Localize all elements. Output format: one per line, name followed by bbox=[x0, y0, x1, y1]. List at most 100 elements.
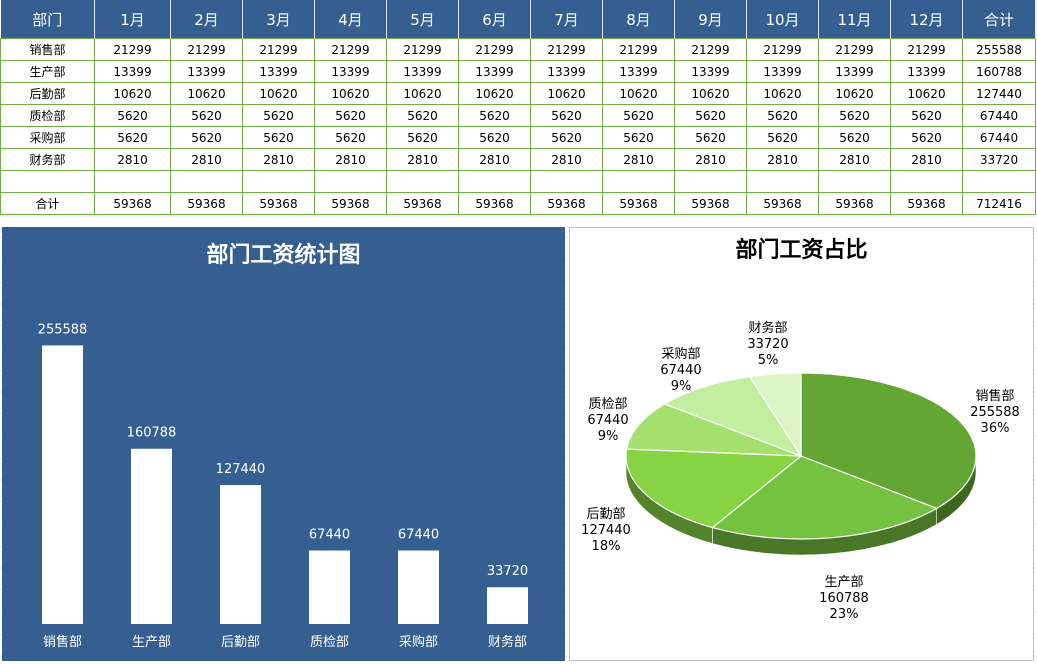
table-cell[interactable]: 13399 bbox=[242, 60, 315, 83]
table-cell[interactable]: 2810 bbox=[314, 148, 387, 171]
table-cell[interactable]: 2810 bbox=[530, 148, 603, 171]
table-cell[interactable]: 10620 bbox=[458, 82, 531, 105]
table-cell[interactable]: 10620 bbox=[94, 82, 171, 105]
table-cell[interactable]: 10620 bbox=[674, 82, 747, 105]
table-cell[interactable]: 13399 bbox=[458, 60, 531, 83]
table-cell[interactable]: 255588 bbox=[962, 38, 1036, 61]
bar[interactable] bbox=[398, 550, 439, 624]
table-cell[interactable]: 5620 bbox=[602, 104, 675, 127]
bar[interactable] bbox=[42, 345, 83, 624]
table-cell[interactable]: 13399 bbox=[314, 60, 387, 83]
table-cell[interactable]: 59368 bbox=[890, 192, 963, 215]
column-header[interactable]: 6月 bbox=[458, 0, 531, 39]
table-cell[interactable]: 10620 bbox=[386, 82, 459, 105]
bar[interactable] bbox=[309, 550, 350, 624]
table-cell[interactable]: 13399 bbox=[818, 60, 891, 83]
table-cell[interactable]: 67440 bbox=[962, 104, 1036, 127]
table-cell[interactable]: 10620 bbox=[746, 82, 819, 105]
table-cell[interactable]: 2810 bbox=[602, 148, 675, 171]
table-cell[interactable]: 21299 bbox=[458, 38, 531, 61]
pie-slice[interactable] bbox=[663, 375, 803, 458]
table-cell[interactable]: 2810 bbox=[818, 148, 891, 171]
table-cell[interactable]: 67440 bbox=[962, 126, 1036, 149]
table-cell[interactable] bbox=[890, 170, 963, 193]
pie-slice[interactable] bbox=[625, 448, 803, 529]
table-cell[interactable]: 5620 bbox=[890, 104, 963, 127]
table-cell[interactable]: 5620 bbox=[242, 126, 315, 149]
table-cell[interactable]: 5620 bbox=[746, 104, 819, 127]
table-cell[interactable]: 13399 bbox=[602, 60, 675, 83]
table-cell[interactable] bbox=[170, 170, 243, 193]
table-cell[interactable]: 21299 bbox=[818, 38, 891, 61]
row-dept-cell[interactable]: 后勤部 bbox=[0, 82, 95, 105]
table-cell[interactable]: 13399 bbox=[386, 60, 459, 83]
row-dept-cell[interactable]: 财务部 bbox=[0, 148, 95, 171]
table-cell[interactable]: 10620 bbox=[242, 82, 315, 105]
table-cell[interactable]: 59368 bbox=[94, 192, 171, 215]
bar[interactable] bbox=[220, 485, 261, 624]
pie-slice[interactable] bbox=[625, 403, 802, 457]
column-header[interactable]: 部门 bbox=[0, 0, 95, 39]
table-cell[interactable]: 5620 bbox=[94, 104, 171, 127]
table-cell[interactable]: 59368 bbox=[170, 192, 243, 215]
table-cell[interactable]: 21299 bbox=[386, 38, 459, 61]
bar[interactable] bbox=[131, 448, 172, 624]
column-header[interactable]: 1月 bbox=[94, 0, 171, 39]
row-dept-cell[interactable]: 采购部 bbox=[0, 126, 95, 149]
table-cell[interactable]: 5620 bbox=[314, 126, 387, 149]
table-cell[interactable] bbox=[242, 170, 315, 193]
table-cell[interactable]: 33720 bbox=[962, 148, 1036, 171]
table-cell[interactable]: 5620 bbox=[94, 126, 171, 149]
table-cell[interactable]: 5620 bbox=[170, 104, 243, 127]
table-cell[interactable]: 21299 bbox=[602, 38, 675, 61]
column-header[interactable]: 8月 bbox=[602, 0, 675, 39]
table-cell[interactable]: 5620 bbox=[458, 104, 531, 127]
table-cell[interactable]: 2810 bbox=[674, 148, 747, 171]
table-cell[interactable]: 59368 bbox=[818, 192, 891, 215]
column-header[interactable]: 5月 bbox=[386, 0, 459, 39]
table-cell[interactable]: 5620 bbox=[242, 104, 315, 127]
table-cell[interactable]: 59368 bbox=[530, 192, 603, 215]
table-cell[interactable]: 21299 bbox=[94, 38, 171, 61]
table-cell[interactable]: 21299 bbox=[242, 38, 315, 61]
table-cell[interactable]: 13399 bbox=[890, 60, 963, 83]
pie-slice[interactable] bbox=[711, 455, 939, 540]
table-cell[interactable]: 21299 bbox=[890, 38, 963, 61]
table-cell[interactable]: 10620 bbox=[890, 82, 963, 105]
table-cell[interactable] bbox=[94, 170, 171, 193]
row-dept-cell[interactable] bbox=[0, 170, 95, 193]
column-header[interactable]: 3月 bbox=[242, 0, 315, 39]
column-header[interactable]: 9月 bbox=[674, 0, 747, 39]
pie-slice[interactable] bbox=[748, 372, 802, 459]
table-cell[interactable]: 5620 bbox=[530, 126, 603, 149]
table-cell[interactable]: 21299 bbox=[674, 38, 747, 61]
table-cell[interactable]: 160788 bbox=[962, 60, 1036, 83]
table-cell[interactable]: 2810 bbox=[746, 148, 819, 171]
table-cell[interactable]: 13399 bbox=[746, 60, 819, 83]
table-cell[interactable]: 2810 bbox=[458, 148, 531, 171]
table-cell[interactable]: 59368 bbox=[746, 192, 819, 215]
table-cell[interactable]: 5620 bbox=[890, 126, 963, 149]
table-cell[interactable]: 127440 bbox=[962, 82, 1036, 105]
table-cell[interactable]: 712416 bbox=[962, 192, 1036, 215]
table-cell[interactable]: 5620 bbox=[674, 126, 747, 149]
table-cell[interactable] bbox=[602, 170, 675, 193]
table-cell[interactable]: 59368 bbox=[314, 192, 387, 215]
row-dept-cell[interactable]: 生产部 bbox=[0, 60, 95, 83]
bar[interactable] bbox=[487, 587, 528, 624]
table-cell[interactable]: 2810 bbox=[242, 148, 315, 171]
table-cell[interactable]: 5620 bbox=[170, 126, 243, 149]
table-cell[interactable]: 21299 bbox=[314, 38, 387, 61]
column-header[interactable]: 合计 bbox=[962, 0, 1036, 39]
table-cell[interactable]: 13399 bbox=[674, 60, 747, 83]
table-cell[interactable] bbox=[818, 170, 891, 193]
table-cell[interactable] bbox=[314, 170, 387, 193]
pie-slice[interactable] bbox=[800, 372, 977, 510]
table-cell[interactable] bbox=[962, 170, 1036, 193]
table-cell[interactable]: 2810 bbox=[386, 148, 459, 171]
table-cell[interactable]: 21299 bbox=[170, 38, 243, 61]
row-dept-cell[interactable]: 合计 bbox=[0, 192, 95, 215]
table-cell[interactable]: 5620 bbox=[530, 104, 603, 127]
table-cell[interactable]: 59368 bbox=[602, 192, 675, 215]
column-header[interactable]: 12月 bbox=[890, 0, 963, 39]
